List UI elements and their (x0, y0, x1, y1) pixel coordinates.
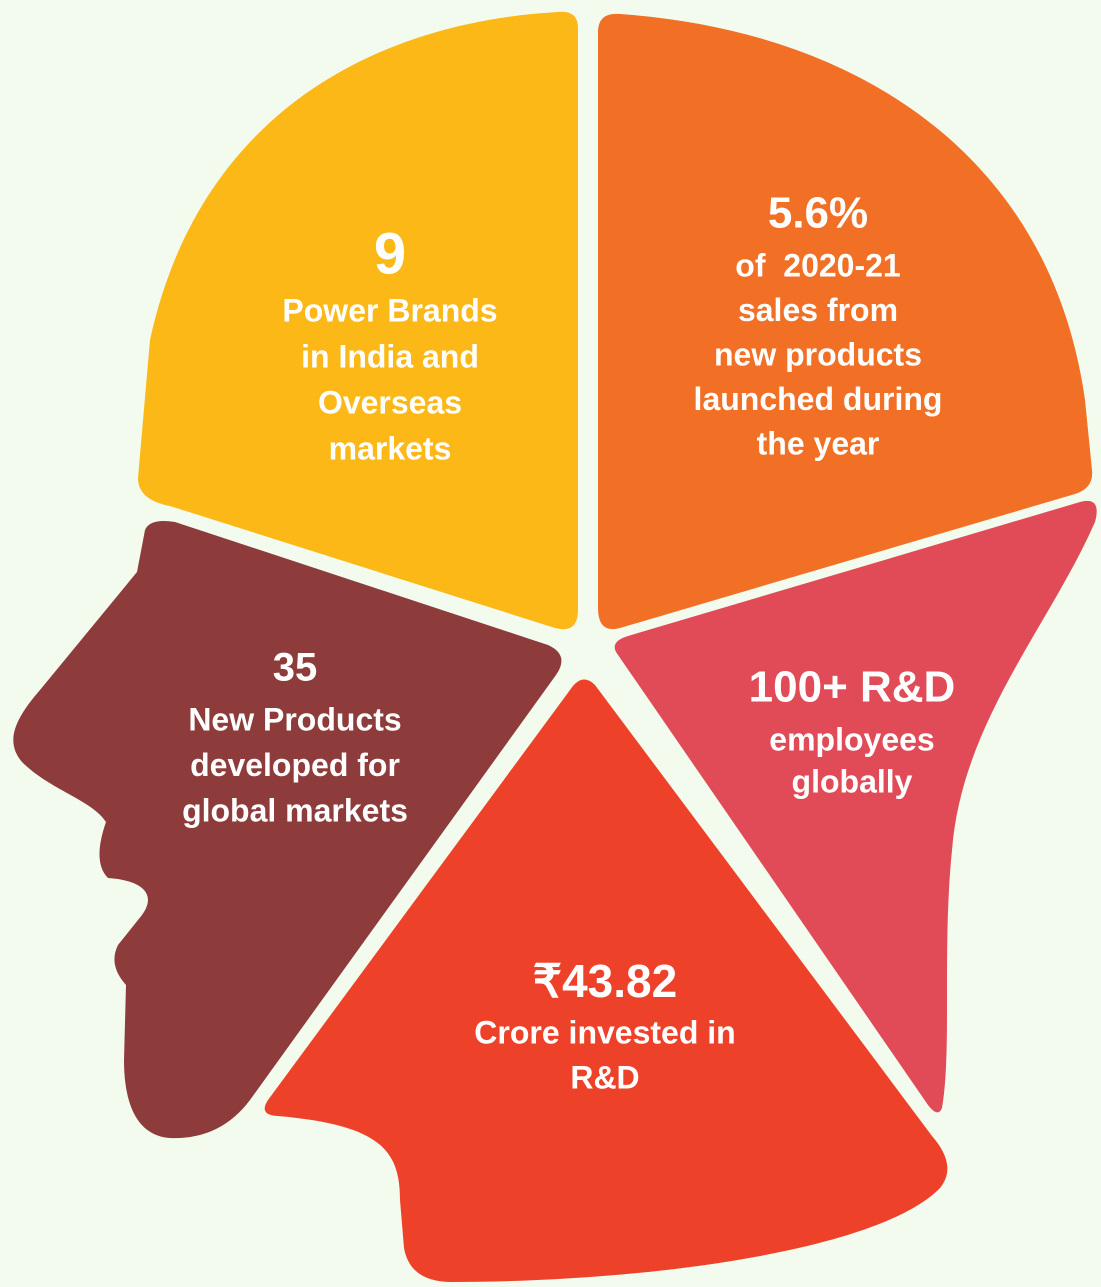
headline: 35 (273, 646, 318, 690)
headline: ₹43.82 (533, 955, 677, 1007)
description-line: launched during (694, 381, 943, 417)
segment-shape (264, 679, 948, 1282)
segment-shape (614, 500, 1097, 1113)
description-line: developed for (190, 747, 400, 783)
segment-shape (13, 521, 562, 1139)
description-line: Power Brands (282, 292, 497, 328)
description-line: markets (329, 430, 452, 466)
headline: 9 (374, 221, 406, 286)
segment-shape (598, 13, 1093, 630)
headline: 5.6% (768, 189, 868, 238)
description-line: globally (792, 763, 913, 799)
description-line: of 2020-21 (735, 247, 900, 283)
description-line: New Products (188, 701, 401, 737)
description-line: employees (769, 721, 934, 757)
segment-shape (138, 11, 578, 630)
description-line: Overseas (318, 384, 462, 420)
description-line: global markets (182, 792, 408, 828)
description-line: R&D (570, 1059, 639, 1095)
description-line: sales from (738, 292, 898, 328)
description-line: Crore invested in (474, 1014, 735, 1050)
headline: 100+ R&D (749, 663, 956, 712)
description-line: in India and (301, 338, 479, 374)
description-line: new products (714, 336, 922, 372)
description-line: the year (757, 425, 880, 461)
